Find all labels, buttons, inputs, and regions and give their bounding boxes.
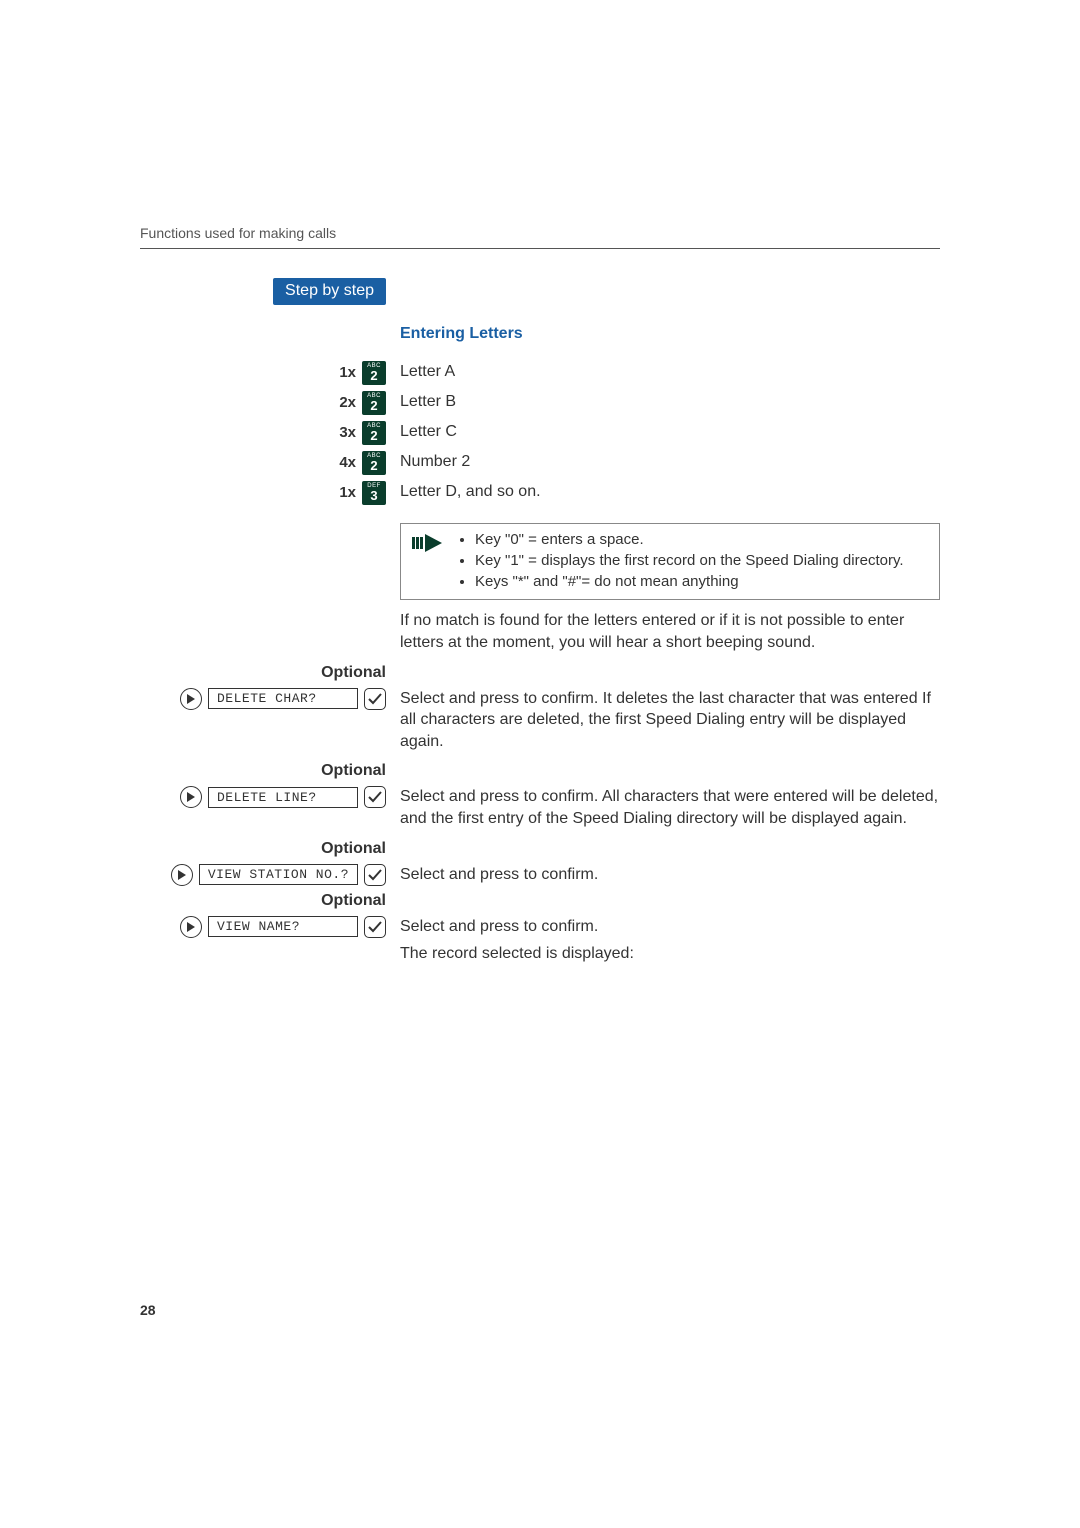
option-code: VIEW NAME?	[208, 916, 358, 937]
option-description: Select and press to confirm.	[400, 864, 940, 886]
check-icon	[364, 864, 386, 886]
phone-key-3-icon: DEF 3	[362, 481, 386, 505]
key-result: Letter D, and so on.	[400, 481, 940, 503]
play-circle-icon	[171, 864, 193, 886]
option-description: Select and press to confirm. It deletes …	[400, 688, 940, 753]
phone-key-2-icon: ABC 2	[362, 361, 386, 385]
option-delete-line[interactable]: DELETE LINE?	[180, 786, 386, 808]
key-result: Letter C	[400, 421, 940, 443]
page: Functions used for making calls Step by …	[0, 0, 1080, 1528]
optional-label: Optional	[321, 762, 386, 779]
option-delete-char[interactable]: DELETE CHAR?	[180, 688, 386, 710]
play-circle-icon	[180, 786, 202, 808]
phone-key-2-icon: ABC 2	[362, 391, 386, 415]
info-bullet: Key "0" = enters a space.	[475, 530, 904, 550]
info-bullet: Keys "*" and "#"= do not mean anything	[475, 572, 904, 592]
option-description: Select and press to confirm.	[400, 916, 940, 938]
no-match-text: If no match is found for the letters ent…	[400, 610, 940, 653]
content: Step by step Entering Letters 1x ABC 2	[140, 272, 940, 965]
phone-key-2-icon: ABC 2	[362, 421, 386, 445]
play-circle-icon	[180, 688, 202, 710]
step-by-step-badge: Step by step	[273, 278, 386, 305]
page-number: 28	[140, 1302, 156, 1318]
section-title-entering-letters: Entering Letters	[400, 323, 940, 345]
optional-label: Optional	[321, 664, 386, 681]
optional-label: Optional	[321, 840, 386, 857]
key-count: 3x	[339, 424, 356, 441]
option-view-station-no[interactable]: VIEW STATION NO.?	[171, 864, 386, 886]
play-circle-icon	[180, 916, 202, 938]
option-code: DELETE LINE?	[208, 787, 358, 808]
key-result: Letter A	[400, 361, 940, 383]
info-note-box: Key "0" = enters a space. Key "1" = disp…	[400, 523, 940, 601]
option-description: Select and press to confirm. All charact…	[400, 786, 940, 829]
keypress-4x-2: 4x ABC 2	[339, 451, 386, 475]
option-code: VIEW STATION NO.?	[199, 864, 358, 885]
note-arrow-icon	[411, 530, 447, 594]
key-count: 2x	[339, 394, 356, 411]
option-code: DELETE CHAR?	[208, 688, 358, 709]
header-rule	[140, 248, 940, 249]
keypress-3x-2: 3x ABC 2	[339, 421, 386, 445]
record-selected-text: The record selected is displayed:	[400, 943, 940, 965]
key-count: 1x	[339, 484, 356, 501]
keypress-2x-2: 2x ABC 2	[339, 391, 386, 415]
info-bullet: Key "1" = displays the first record on t…	[475, 551, 904, 571]
optional-label: Optional	[321, 892, 386, 909]
option-view-name[interactable]: VIEW NAME?	[180, 916, 386, 938]
key-result: Number 2	[400, 451, 940, 473]
keypress-1x-3: 1x DEF 3	[339, 481, 386, 505]
check-icon	[364, 786, 386, 808]
check-icon	[364, 688, 386, 710]
check-icon	[364, 916, 386, 938]
keypress-1x-2: 1x ABC 2	[339, 361, 386, 385]
phone-key-2-icon: ABC 2	[362, 451, 386, 475]
key-result: Letter B	[400, 391, 940, 413]
key-count: 1x	[339, 364, 356, 381]
key-count: 4x	[339, 454, 356, 471]
running-header: Functions used for making calls	[140, 225, 336, 241]
